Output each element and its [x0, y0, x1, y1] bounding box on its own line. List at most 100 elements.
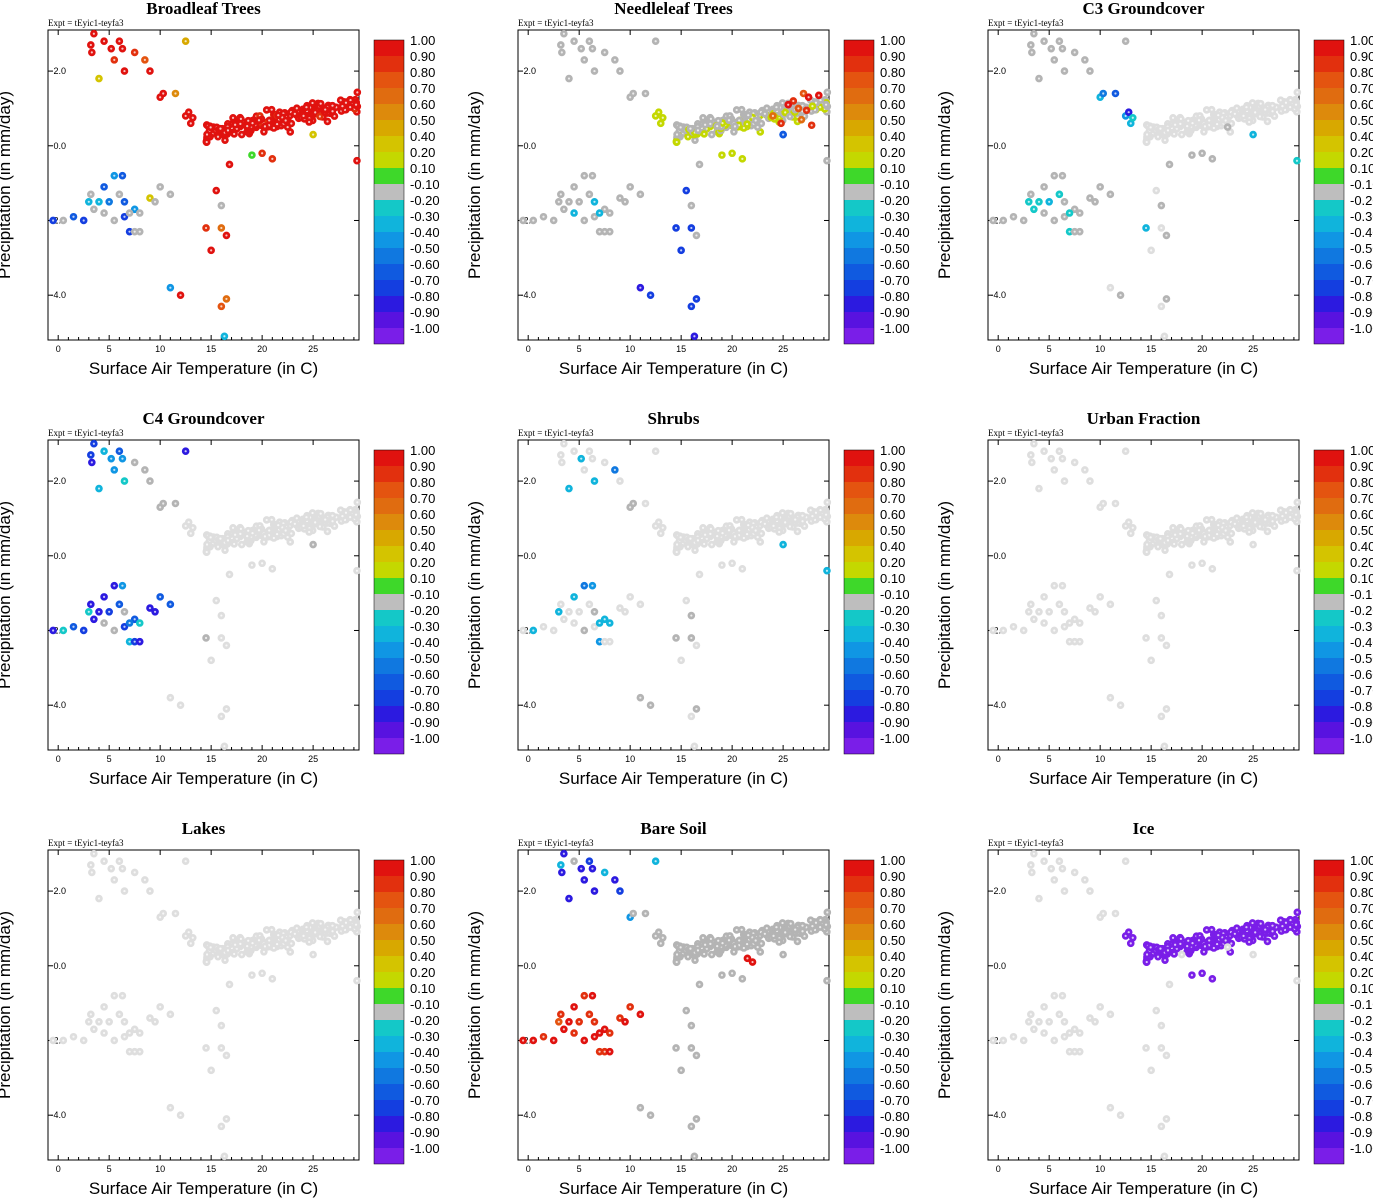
data-point-center — [225, 644, 228, 647]
data-point-center — [308, 530, 311, 534]
data-point-center — [1068, 640, 1071, 643]
data-point-center — [674, 636, 678, 640]
data-point-center — [1163, 139, 1167, 142]
data-point-center — [1093, 610, 1097, 613]
x-tick-label: 0 — [56, 1164, 61, 1174]
data-point-center — [789, 512, 792, 515]
data-point-center — [1073, 208, 1076, 211]
data-point-center — [1163, 335, 1166, 338]
data-point-center — [717, 529, 720, 532]
data-point-center — [721, 532, 724, 535]
data-point-center — [233, 132, 236, 136]
data-point-center — [189, 532, 192, 535]
colorbar-label: 0.40 — [880, 129, 905, 144]
data-point-center — [675, 133, 679, 136]
y-tick-label: 0.0 — [523, 961, 536, 971]
data-point-center — [349, 106, 352, 109]
data-point-center — [562, 208, 565, 211]
data-point-center — [654, 450, 657, 453]
data-point-center — [824, 513, 828, 516]
x-tick-label: 0 — [56, 754, 61, 764]
x-tick-label: 15 — [1146, 754, 1156, 764]
data-point-center — [133, 1028, 136, 1031]
colorbar-label: -0.30 — [410, 1029, 440, 1044]
colorbar-label: 0.70 — [880, 81, 905, 96]
data-point-center — [215, 599, 218, 602]
x-tick-label: 5 — [1047, 754, 1052, 764]
data-point-center — [1210, 108, 1213, 111]
scatter-points — [519, 849, 832, 1161]
data-point-center — [326, 940, 329, 943]
data-point-center — [1145, 543, 1149, 546]
data-point-center — [704, 123, 707, 126]
data-point-center — [800, 118, 803, 121]
data-point-center — [731, 562, 734, 565]
data-point-center — [265, 518, 268, 522]
colorbar-swatch — [1314, 466, 1344, 482]
data-point-center — [685, 189, 688, 192]
data-point-center — [272, 126, 275, 130]
data-point-center — [1186, 535, 1189, 538]
y-axis-label: Precipitation (in mm/day) — [0, 501, 14, 689]
data-point-center — [1073, 51, 1076, 54]
colorbar-swatch — [844, 264, 874, 280]
data-point-center — [333, 115, 336, 118]
scatter-points — [519, 439, 832, 751]
data-point-center — [82, 629, 85, 632]
data-point-center — [703, 132, 706, 136]
data-point-center — [1002, 219, 1005, 222]
data-point-center — [102, 860, 106, 863]
data-point-center — [1029, 193, 1032, 196]
data-point-center — [1191, 122, 1194, 125]
colorbar-label: -0.70 — [880, 273, 910, 288]
colorbar-label: 0.70 — [410, 901, 435, 916]
data-point-center — [603, 208, 606, 211]
data-point-center — [629, 96, 632, 99]
colorbar-label: 0.20 — [1350, 145, 1373, 160]
data-point-center — [720, 564, 724, 567]
colorbar-swatch — [374, 216, 404, 232]
data-point-center — [675, 550, 678, 554]
data-point-center — [814, 101, 818, 104]
colorbar-label: -0.80 — [410, 1109, 440, 1124]
data-point-center — [246, 125, 249, 128]
colorbar-label: -1.00 — [410, 321, 440, 336]
data-point-center — [295, 517, 298, 520]
data-point-center — [220, 1024, 223, 1027]
data-point-center — [593, 610, 596, 613]
data-point-center — [603, 640, 606, 643]
data-point-center — [62, 1039, 65, 1042]
data-point-center — [693, 335, 696, 338]
panel-title: Bare Soil — [640, 819, 707, 838]
data-point-center — [239, 532, 242, 535]
data-point-center — [314, 521, 317, 524]
colorbar-label: -0.40 — [1350, 225, 1373, 240]
expt-label: Expt = tEyic1-teyfa3 — [518, 838, 594, 848]
data-point-center — [92, 618, 95, 621]
colorbar-swatch — [844, 168, 874, 184]
data-point-center — [618, 606, 622, 610]
data-point-center — [532, 629, 535, 632]
data-point-center — [72, 625, 75, 628]
data-point-center — [721, 122, 724, 125]
data-point-center — [1166, 129, 1170, 132]
data-point-center — [289, 540, 292, 544]
colorbar-label: -0.70 — [410, 273, 440, 288]
colorbar-swatch — [374, 626, 404, 642]
colorbar-swatch — [374, 706, 404, 722]
data-point-center — [1248, 120, 1251, 124]
data-point-center — [1211, 157, 1214, 160]
x-axis-label: Surface Air Temperature (in C) — [1029, 769, 1258, 788]
data-point-center — [92, 208, 95, 211]
data-point-center — [680, 249, 683, 252]
data-point-center — [1058, 450, 1061, 453]
data-point-center — [268, 939, 271, 942]
data-point-center — [690, 204, 693, 207]
data-point-center — [1078, 230, 1081, 233]
data-point-center — [644, 92, 647, 95]
data-point-center — [1208, 119, 1211, 122]
data-point-center — [593, 479, 596, 483]
data-point-center — [1053, 584, 1056, 587]
